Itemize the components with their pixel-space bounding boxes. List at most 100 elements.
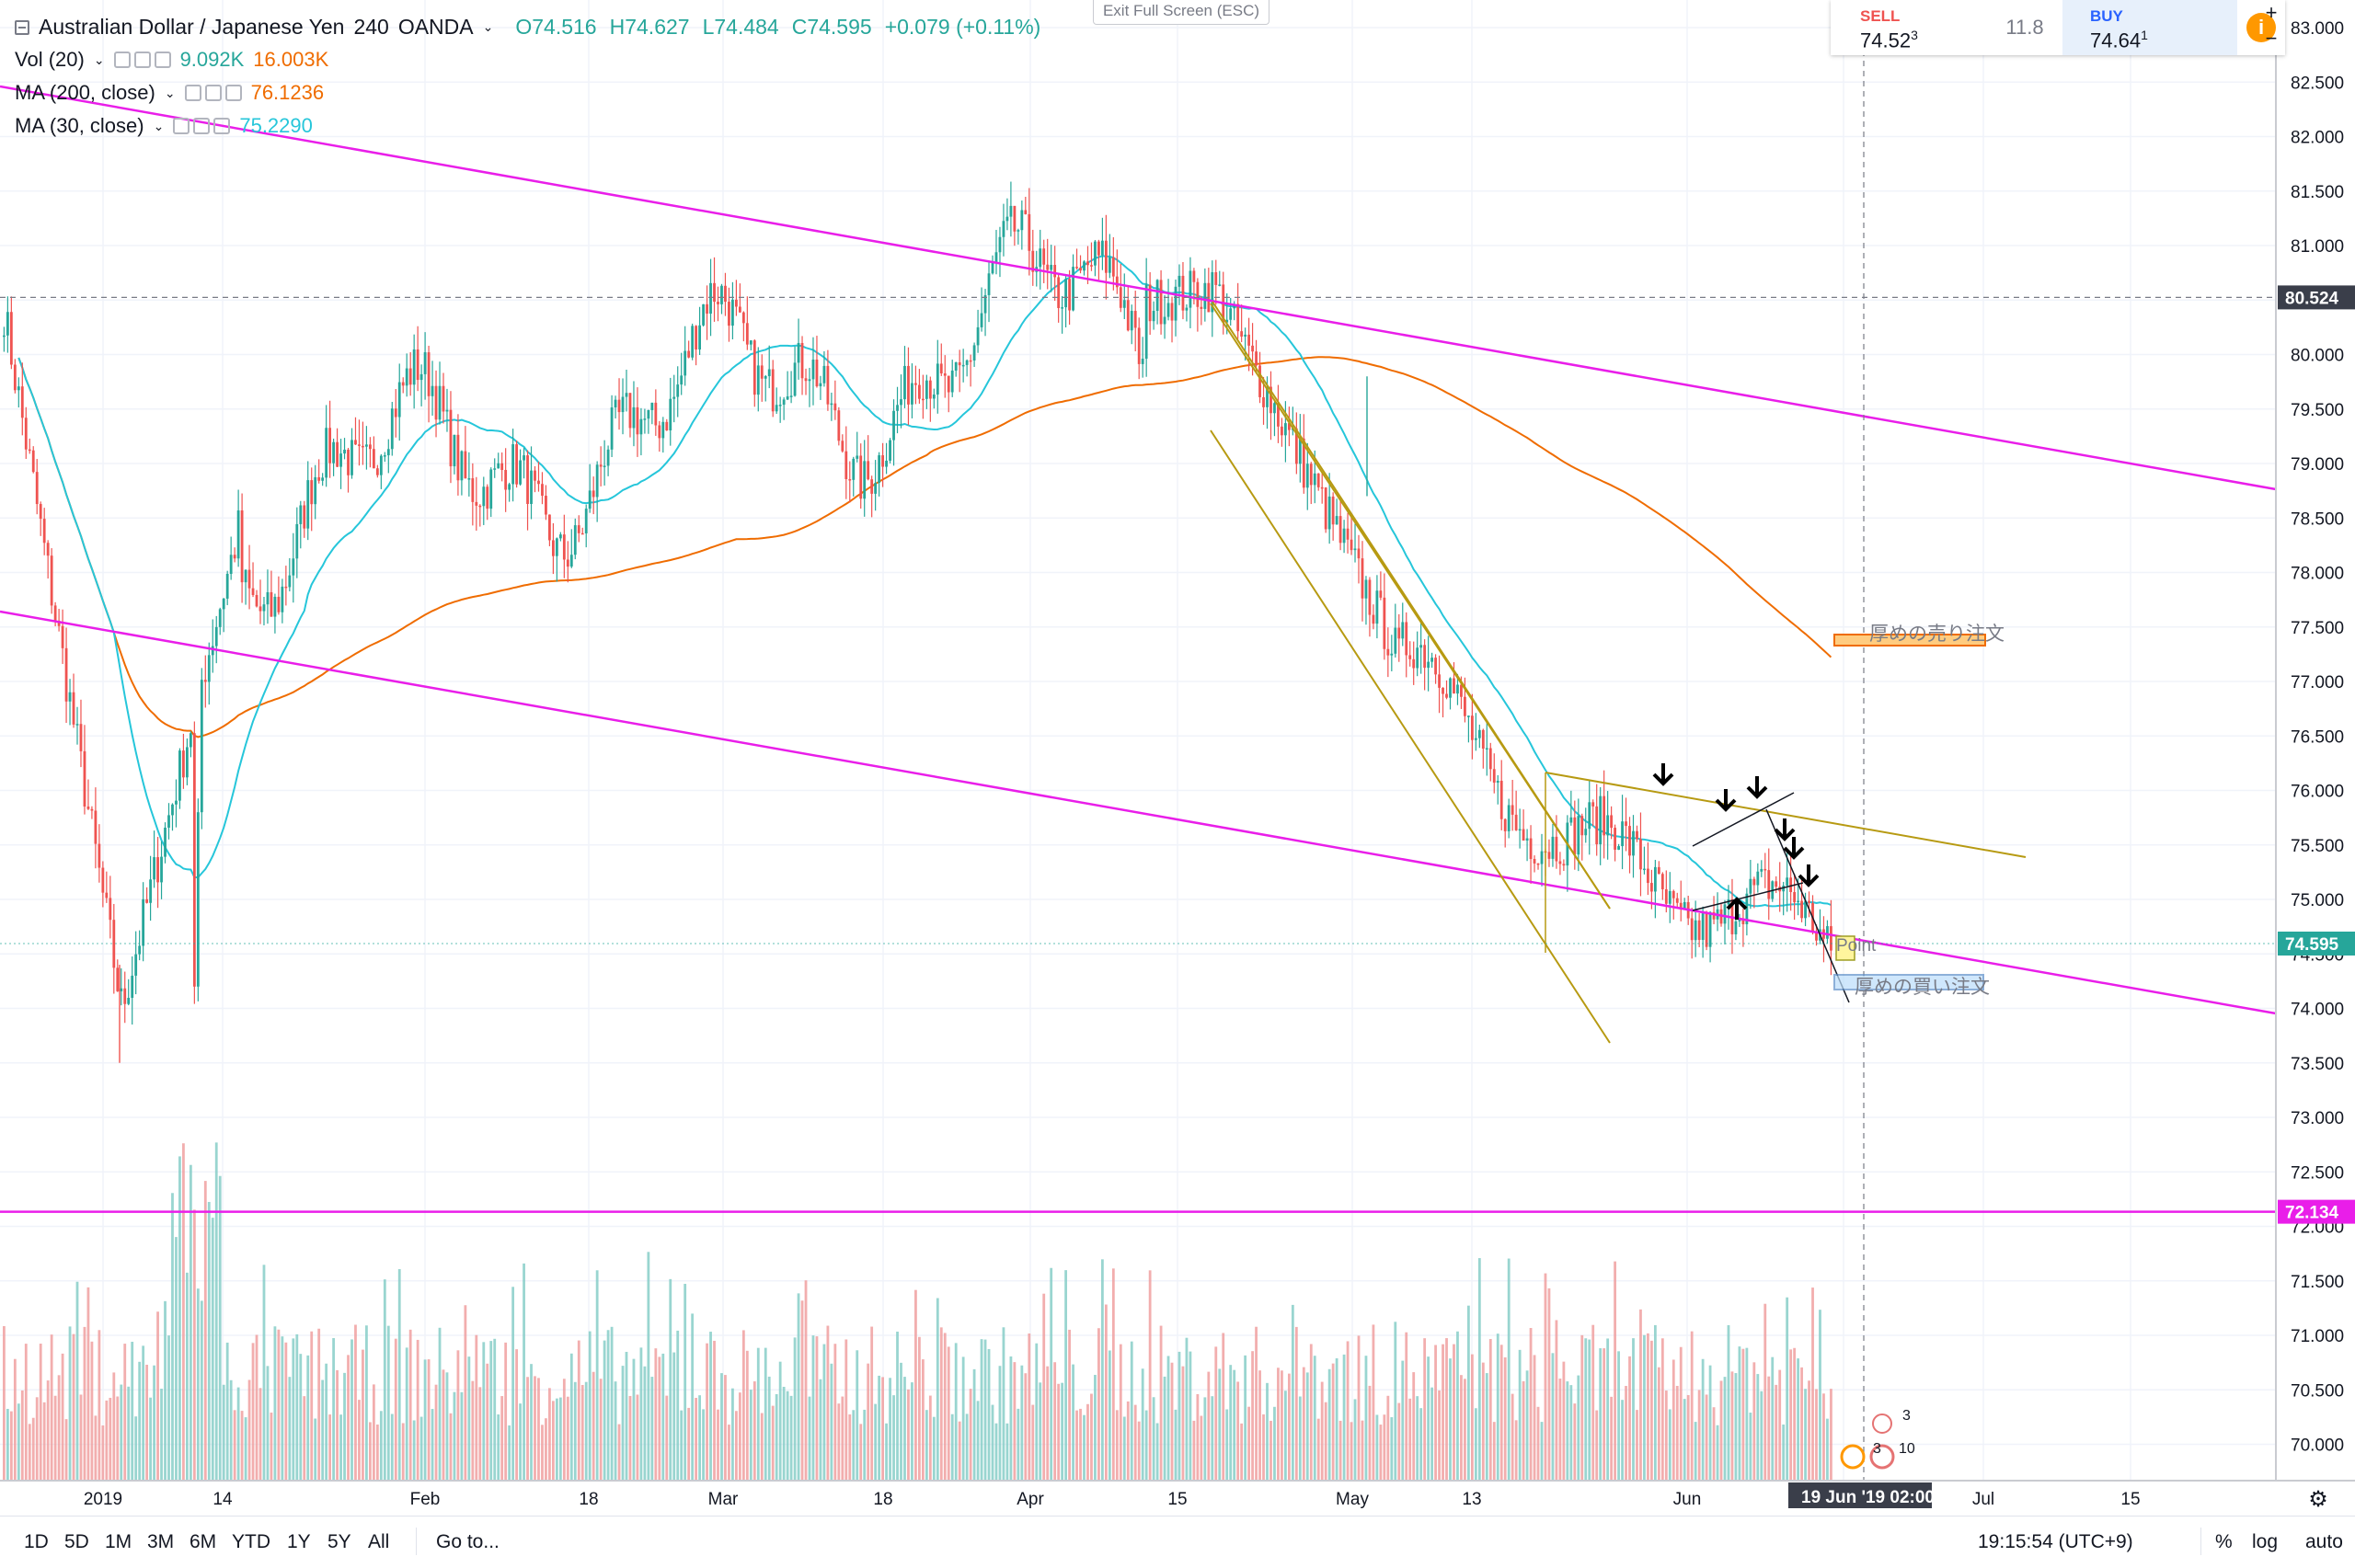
volume-bar: [1408, 1398, 1412, 1481]
volume-bar: [1639, 1309, 1642, 1481]
volume-bar: [1727, 1324, 1730, 1481]
candle-body: [504, 470, 508, 490]
info-button[interactable]: i: [2237, 0, 2285, 55]
range-ytd[interactable]: YTD: [232, 1531, 270, 1552]
candle-body: [401, 382, 405, 386]
volume-bar: [1364, 1356, 1368, 1481]
volume-bar: [1507, 1258, 1511, 1481]
volume-bar: [1350, 1422, 1353, 1481]
range-5y[interactable]: 5Y: [327, 1531, 351, 1552]
collapse-legend-icon[interactable]: [15, 19, 29, 35]
volume-bar: [841, 1396, 844, 1481]
candle-body: [680, 375, 684, 385]
candle-body: [826, 365, 830, 405]
candle-body: [1324, 487, 1327, 530]
range-1m[interactable]: 1M: [105, 1531, 132, 1552]
candle-body: [782, 399, 786, 406]
candle-body: [1017, 230, 1020, 232]
buy-button[interactable]: BUY 74.641: [2062, 0, 2237, 55]
volume-bar: [46, 1380, 50, 1481]
event-badges[interactable]: 3 3 10: [1840, 1408, 1915, 1470]
candle-body: [1745, 893, 1749, 925]
volume-bar: [1108, 1350, 1111, 1481]
volume-bar: [1427, 1356, 1430, 1481]
candle-body: [1028, 213, 1031, 251]
range-3m[interactable]: 3M: [147, 1531, 175, 1552]
auto-scale-button[interactable]: auto: [2305, 1531, 2343, 1552]
legend-ma200[interactable]: MA (200, close) ⌄ 76.1236: [15, 81, 324, 105]
time-tick-label: Jun: [1673, 1490, 1702, 1509]
candle-body: [1664, 889, 1668, 904]
candle-body: [808, 379, 811, 382]
candle-body: [1767, 870, 1771, 899]
volume-bar: [1005, 1423, 1009, 1481]
volume-bar: [808, 1396, 811, 1481]
volume-bar: [870, 1326, 874, 1481]
volume-bar: [1708, 1365, 1712, 1481]
legend-volume[interactable]: Vol (20) ⌄ 9.092K 16.003K: [15, 48, 328, 72]
candle-body: [1203, 282, 1207, 309]
volume-bar: [1255, 1326, 1258, 1481]
volume-bar: [1214, 1346, 1218, 1481]
price-tick-label: 71.500: [2291, 1273, 2344, 1292]
candle-body: [1090, 265, 1093, 267]
volume-bar: [1712, 1407, 1716, 1481]
arrow-markers[interactable]: [1652, 763, 1820, 920]
volume-bar: [1697, 1390, 1701, 1481]
sell-button[interactable]: SELL 74.523: [1831, 0, 1987, 55]
volume-bar: [17, 1403, 20, 1481]
price-tick-label: 74.000: [2291, 1001, 2344, 1020]
range-6m[interactable]: 6M: [190, 1531, 217, 1552]
candle-body: [1419, 645, 1423, 648]
candle-body: [1708, 911, 1712, 947]
percent-scale-button[interactable]: %: [2215, 1531, 2233, 1552]
volume-bar: [980, 1339, 983, 1481]
range-1y[interactable]: 1Y: [287, 1531, 311, 1552]
range-all[interactable]: All: [368, 1531, 390, 1552]
volume-bar: [1492, 1422, 1496, 1481]
symbol-interval[interactable]: 240: [353, 15, 389, 39]
clock-display[interactable]: 19:15:54 (UTC+9): [1978, 1531, 2133, 1552]
volume-bar: [1266, 1382, 1269, 1481]
trend-drawings[interactable]: [0, 0, 2277, 1481]
log-scale-button[interactable]: log: [2252, 1531, 2279, 1552]
candle-body: [1097, 241, 1100, 256]
volume-bar: [1320, 1381, 1324, 1481]
volume-bar: [445, 1372, 449, 1481]
legend-ma30[interactable]: MA (30, close) ⌄ 75.2290: [15, 114, 313, 138]
candle-body: [1104, 240, 1108, 273]
volume-bar: [998, 1366, 1002, 1481]
volume-bar: [778, 1361, 782, 1481]
price-chart[interactable]: 厚めの売り注文 厚めの買い注文 Point 3 3 10 83.000 82.50…: [0, 0, 2355, 1516]
candle-body: [1514, 814, 1518, 830]
volume-bar: [767, 1376, 771, 1481]
candle-body: [1294, 428, 1298, 464]
volume-bar: [1346, 1341, 1350, 1481]
candle-body: [874, 483, 878, 494]
volume-bar: [375, 1424, 379, 1481]
panel-zoom-controls[interactable]: + −: [2256, 0, 2287, 55]
candle-body: [1445, 693, 1448, 698]
volume-bar: [1218, 1368, 1222, 1481]
order-notes[interactable]: 厚めの売り注文 厚めの買い注文 Point: [1833, 624, 2005, 998]
volume-bar: [1569, 1385, 1573, 1481]
candle-body: [867, 461, 870, 480]
volume-bar: [1603, 1348, 1606, 1481]
candle-body: [687, 350, 691, 358]
candle-body: [214, 626, 218, 647]
goto-button[interactable]: Go to...: [436, 1531, 500, 1552]
volume-bar: [1511, 1393, 1514, 1481]
range-5d[interactable]: 5D: [64, 1531, 89, 1552]
volume-bar: [1826, 1418, 1829, 1481]
chevron-down-icon[interactable]: ⌄: [482, 19, 494, 34]
symbol-name[interactable]: Australian Dollar / Japanese Yen: [39, 15, 345, 39]
candle-body: [1309, 464, 1313, 486]
range-1d[interactable]: 1D: [24, 1531, 49, 1552]
wedge-line: [1765, 808, 1850, 1003]
volume-bar: [1606, 1338, 1610, 1481]
candle-body: [255, 594, 258, 607]
info-icon: i: [2246, 13, 2276, 42]
volume-bar: [1815, 1389, 1818, 1481]
volume-bar: [1152, 1397, 1155, 1481]
exit-fullscreen-button[interactable]: Exit Full Screen (ESC): [1093, 0, 1269, 25]
